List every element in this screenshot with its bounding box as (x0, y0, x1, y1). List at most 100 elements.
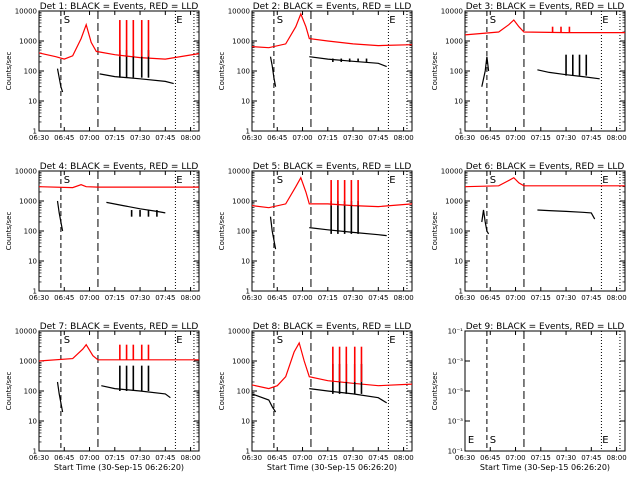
x-tick-label: 07:00 (505, 294, 525, 302)
x-tick-label: 07:45 (368, 134, 388, 142)
y-axis-label: Counts/sec (218, 372, 226, 411)
y-tick-label: 10000 (441, 8, 463, 16)
end-marker: E (602, 435, 608, 446)
panel-title: Det 1: BLACK = Events, RED = LLD (40, 2, 199, 12)
y-tick-label: 10 (28, 98, 37, 106)
y-tick-label: 1000 (19, 38, 37, 46)
x-tick-label: 07:15 (531, 134, 551, 142)
x-tick-label: 06:30 (29, 134, 49, 142)
lld-series-line (38, 184, 199, 189)
x-tick-label: 08:00 (606, 454, 626, 462)
y-tick-label: 10000 (15, 328, 37, 336)
y-tick-label: 100 (237, 388, 250, 396)
y-tick-label: 10 (241, 418, 250, 426)
start-marker: S (277, 335, 283, 346)
x-tick-label: 06:30 (29, 294, 49, 302)
x-tick-label: 07:00 (292, 134, 312, 142)
panel-title: Det 8: BLACK = Events, RED = LLD (253, 322, 412, 332)
x-tick-label: 07:45 (155, 294, 175, 302)
x-tick-label: 06:45 (54, 134, 74, 142)
lld-series-line (464, 19, 625, 36)
y-tick-label: 1 (459, 288, 463, 296)
y-tick-label: 100 (24, 68, 37, 76)
events-series-line (56, 68, 64, 93)
panel-title: Det 4: BLACK = Events, RED = LLD (40, 162, 199, 172)
x-tick-label: 07:00 (79, 134, 99, 142)
x-tick-label: 07:30 (556, 454, 576, 462)
lld-series-line (251, 12, 413, 49)
x-tick-label: 06:30 (455, 134, 475, 142)
y-tick-label: 10 (241, 258, 250, 266)
x-tick-label: 06:45 (480, 294, 500, 302)
events-series-line (99, 73, 174, 85)
y-axis-label: Counts/sec (431, 212, 439, 251)
x-tick-label: 07:00 (79, 454, 99, 462)
start-marker: S (490, 435, 496, 446)
panel-title: Det 3: BLACK = Events, RED = LLD (466, 2, 625, 12)
lld-series-line (464, 176, 625, 188)
x-tick-label: 08:00 (180, 454, 200, 462)
start-marker: S (490, 15, 496, 26)
x-tick-label: 07:30 (130, 134, 150, 142)
x-tick-label: 06:45 (267, 134, 287, 142)
x-tick-label: 06:30 (29, 454, 49, 462)
x-tick-label: 06:30 (242, 454, 262, 462)
y-axis-label: Counts/sec (218, 52, 226, 91)
y-axis-label: Counts/sec (431, 52, 439, 91)
x-tick-label: 06:45 (54, 454, 74, 462)
start-marker: S (490, 175, 496, 186)
y-tick-label: 1 (33, 128, 37, 136)
lld-series-line (38, 22, 200, 60)
y-tick-label: 10000 (228, 8, 250, 16)
y-tick-label: 10⁻¹ (448, 448, 464, 456)
x-tick-label: 07:45 (581, 454, 601, 462)
x-tick-label: 07:00 (505, 454, 525, 462)
start-marker: S (64, 15, 70, 26)
x-tick-label: 07:15 (531, 454, 551, 462)
x-tick-label: 07:45 (581, 294, 601, 302)
lld-series-line (251, 341, 413, 390)
x-tick-label: 08:00 (606, 294, 626, 302)
x-tick-label: 07:30 (343, 454, 363, 462)
y-tick-label: 100 (237, 228, 250, 236)
y-tick-label: 10 (28, 258, 37, 266)
events-series-line (537, 209, 596, 220)
end-marker: E (602, 15, 608, 26)
x-tick-label: 07:15 (105, 454, 125, 462)
y-tick-label: 1000 (232, 358, 250, 366)
y-tick-label: 1000 (445, 198, 463, 206)
end-marker: E (176, 335, 182, 346)
x-tick-label: 07:45 (155, 134, 175, 142)
x-tick-label: 07:15 (318, 294, 338, 302)
lld-series-line (251, 176, 413, 209)
x-tick-label: 07:30 (343, 294, 363, 302)
events-series-line (481, 209, 490, 235)
events-series-line (56, 200, 64, 232)
x-tick-label: 08:00 (393, 134, 413, 142)
panel-det-8: Det 8: BLACK = Events, RED = LLD 06:30 06:… (218, 322, 414, 472)
x-tick-label: 08:00 (606, 134, 626, 142)
x-tick-label: 07:30 (130, 454, 150, 462)
end-marker: E (176, 15, 182, 26)
y-axis-label: Counts/sec (5, 52, 13, 91)
events-series-line (101, 385, 171, 399)
events-series-line (537, 69, 600, 80)
lld-series-line (38, 343, 199, 362)
y-tick-label: 10 (454, 98, 463, 106)
y-tick-label: 1000 (232, 38, 250, 46)
panel-det-1: Det 1: BLACK = Events, RED = LLD 06:30 06:… (5, 2, 201, 142)
x-tick-label: 06:30 (455, 454, 475, 462)
y-tick-label: 10 (28, 418, 37, 426)
y-tick-label: 10⁻⁵ (448, 388, 464, 396)
events-series-line (309, 56, 387, 68)
y-tick-label: 10⁻³ (448, 418, 464, 426)
panel-det-3: Det 3: BLACK = Events, RED = LLD 06:30 06:… (431, 2, 627, 142)
events-series-line (251, 393, 277, 413)
y-tick-label: 1000 (445, 38, 463, 46)
x-tick-label: 07:45 (368, 294, 388, 302)
x-tick-label: 06:45 (54, 294, 74, 302)
panel-det-4: Det 4: BLACK = Events, RED = LLD 06:30 06:… (5, 162, 201, 302)
y-tick-label: 1 (33, 448, 37, 456)
panel-title: Det 5: BLACK = Events, RED = LLD (253, 162, 412, 172)
